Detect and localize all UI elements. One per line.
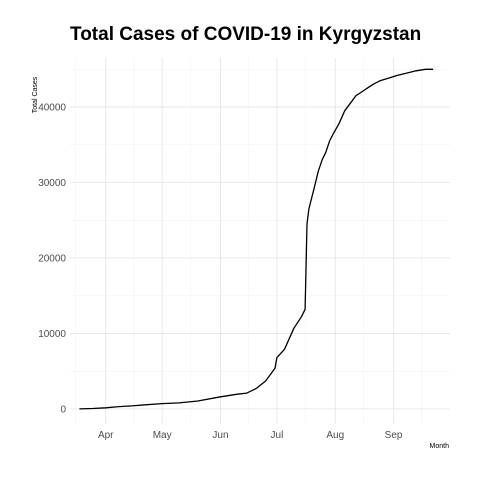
major-gridlines	[70, 58, 450, 424]
y-tick-label: 10000	[38, 329, 66, 340]
y-tick-label: 20000	[38, 253, 66, 264]
cases-series-line	[79, 68, 434, 410]
series-layer	[79, 68, 434, 410]
x-axis-title: Month	[430, 443, 450, 450]
x-tick-label: Apr	[98, 430, 114, 441]
chart-title: Total Cases of COVID-19 in Kyrgyzstan	[70, 24, 422, 45]
minor-gridlines	[70, 58, 450, 424]
tick-labels: Apr May Jun Jul Aug Sep 0 10000 20000 30000 40000	[38, 103, 403, 441]
x-tick-label: May	[153, 430, 172, 441]
y-tick-label: 30000	[38, 178, 66, 189]
y-tick-label: 40000	[38, 103, 66, 114]
x-tick-label: Jun	[212, 430, 228, 441]
x-tick-label: Aug	[326, 430, 344, 441]
x-tick-label: Sep	[385, 430, 403, 441]
y-tick-label: 0	[60, 404, 66, 415]
x-tick-label: Jul	[271, 430, 284, 441]
y-axis-title: Total Cases	[32, 76, 39, 113]
